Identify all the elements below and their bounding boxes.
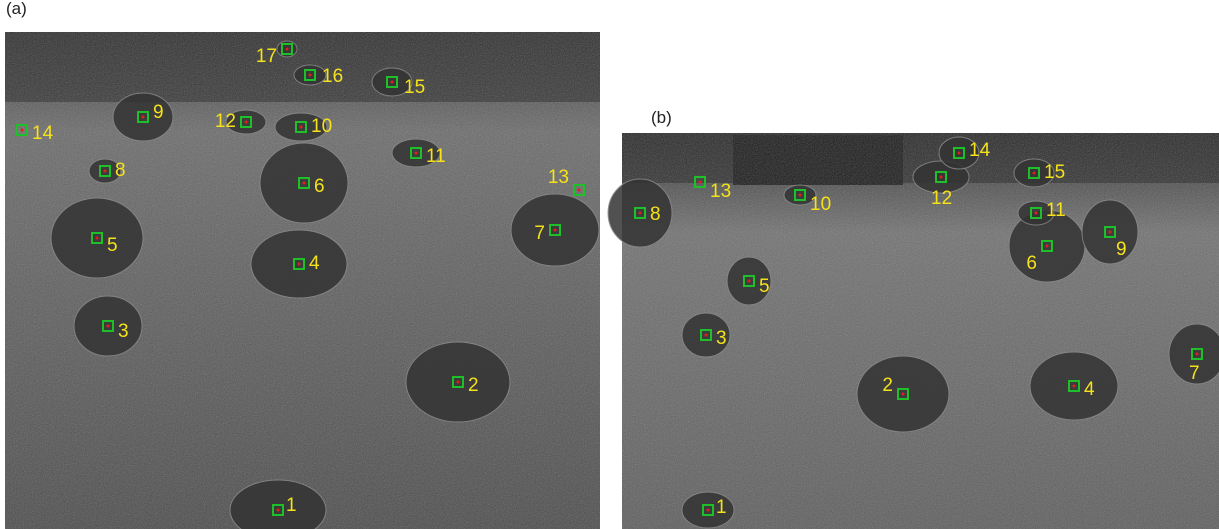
marker-label: 2: [882, 375, 893, 396]
marker-label: 5: [759, 276, 770, 297]
marker-dot: [748, 280, 751, 283]
marker-dot: [107, 325, 110, 328]
marker-label: 8: [115, 160, 126, 181]
marker-dot: [707, 509, 710, 512]
marker-dot: [958, 152, 961, 155]
marker-label: 17: [256, 46, 277, 67]
marker-dot: [21, 129, 24, 132]
marker-dot: [1109, 231, 1112, 234]
marker-label: 15: [1044, 162, 1065, 183]
marker-label: 12: [215, 111, 236, 132]
marker-dot: [1073, 385, 1076, 388]
marker-dot: [554, 229, 557, 232]
marker-label: 4: [309, 253, 320, 274]
marker-dot: [639, 212, 642, 215]
marker-dot: [300, 126, 303, 129]
marker-label: 14: [32, 123, 54, 144]
marker-dot: [457, 381, 460, 384]
figure: (a) (b) 12345678910111213141516171234567…: [0, 0, 1219, 529]
marker-dot: [104, 170, 107, 173]
marker-dot: [902, 393, 905, 396]
panel-label: (a): [6, 0, 27, 18]
marker-dot: [940, 176, 943, 179]
marker-label: 9: [153, 102, 164, 123]
marker-dot: [298, 263, 301, 266]
marker-dot: [277, 509, 280, 512]
marker-dot: [705, 334, 708, 337]
marker-label: 1: [716, 497, 727, 518]
marker-dot: [1033, 172, 1036, 175]
marker-label: 8: [650, 204, 661, 225]
marker-label: 9: [1116, 239, 1127, 260]
marker-label: 3: [118, 321, 129, 342]
marker-dot: [1196, 353, 1199, 356]
marker-label: 2: [468, 375, 479, 396]
marker-dot: [699, 181, 702, 184]
marker-label: 11: [1046, 200, 1066, 221]
marker-label: 14: [969, 140, 991, 161]
marker-label: 13: [710, 181, 731, 202]
marker-label: 16: [322, 66, 343, 87]
marker-dot: [303, 182, 306, 185]
marker-label: 13: [548, 167, 569, 188]
marker-dot: [245, 121, 248, 124]
marker-dot: [391, 81, 394, 84]
marker-label: 6: [1026, 253, 1037, 274]
marker-label: 12: [931, 188, 952, 209]
marker-dot: [799, 194, 802, 197]
marker-label: 15: [404, 77, 425, 98]
marker-label: 6: [314, 176, 325, 197]
marker-dot: [96, 237, 99, 240]
marker-label: 7: [534, 223, 545, 244]
marker-label: 5: [107, 235, 118, 256]
marker-label: 10: [810, 194, 831, 215]
marker-label: 3: [716, 328, 727, 349]
marker-label: 4: [1084, 379, 1095, 400]
marker-dot: [286, 48, 289, 51]
marker-dot: [142, 116, 145, 119]
marker-label: 7: [1189, 363, 1200, 384]
marker-dot: [415, 152, 418, 155]
marker-label: 1: [286, 495, 297, 516]
marker-label: 10: [311, 116, 332, 137]
marker-label: 11: [426, 146, 446, 167]
panel-label: (b): [651, 108, 672, 127]
marker-dot: [578, 189, 581, 192]
marker-dot: [1035, 212, 1038, 215]
marker-dot: [1046, 245, 1049, 248]
marker-dot: [309, 74, 312, 77]
